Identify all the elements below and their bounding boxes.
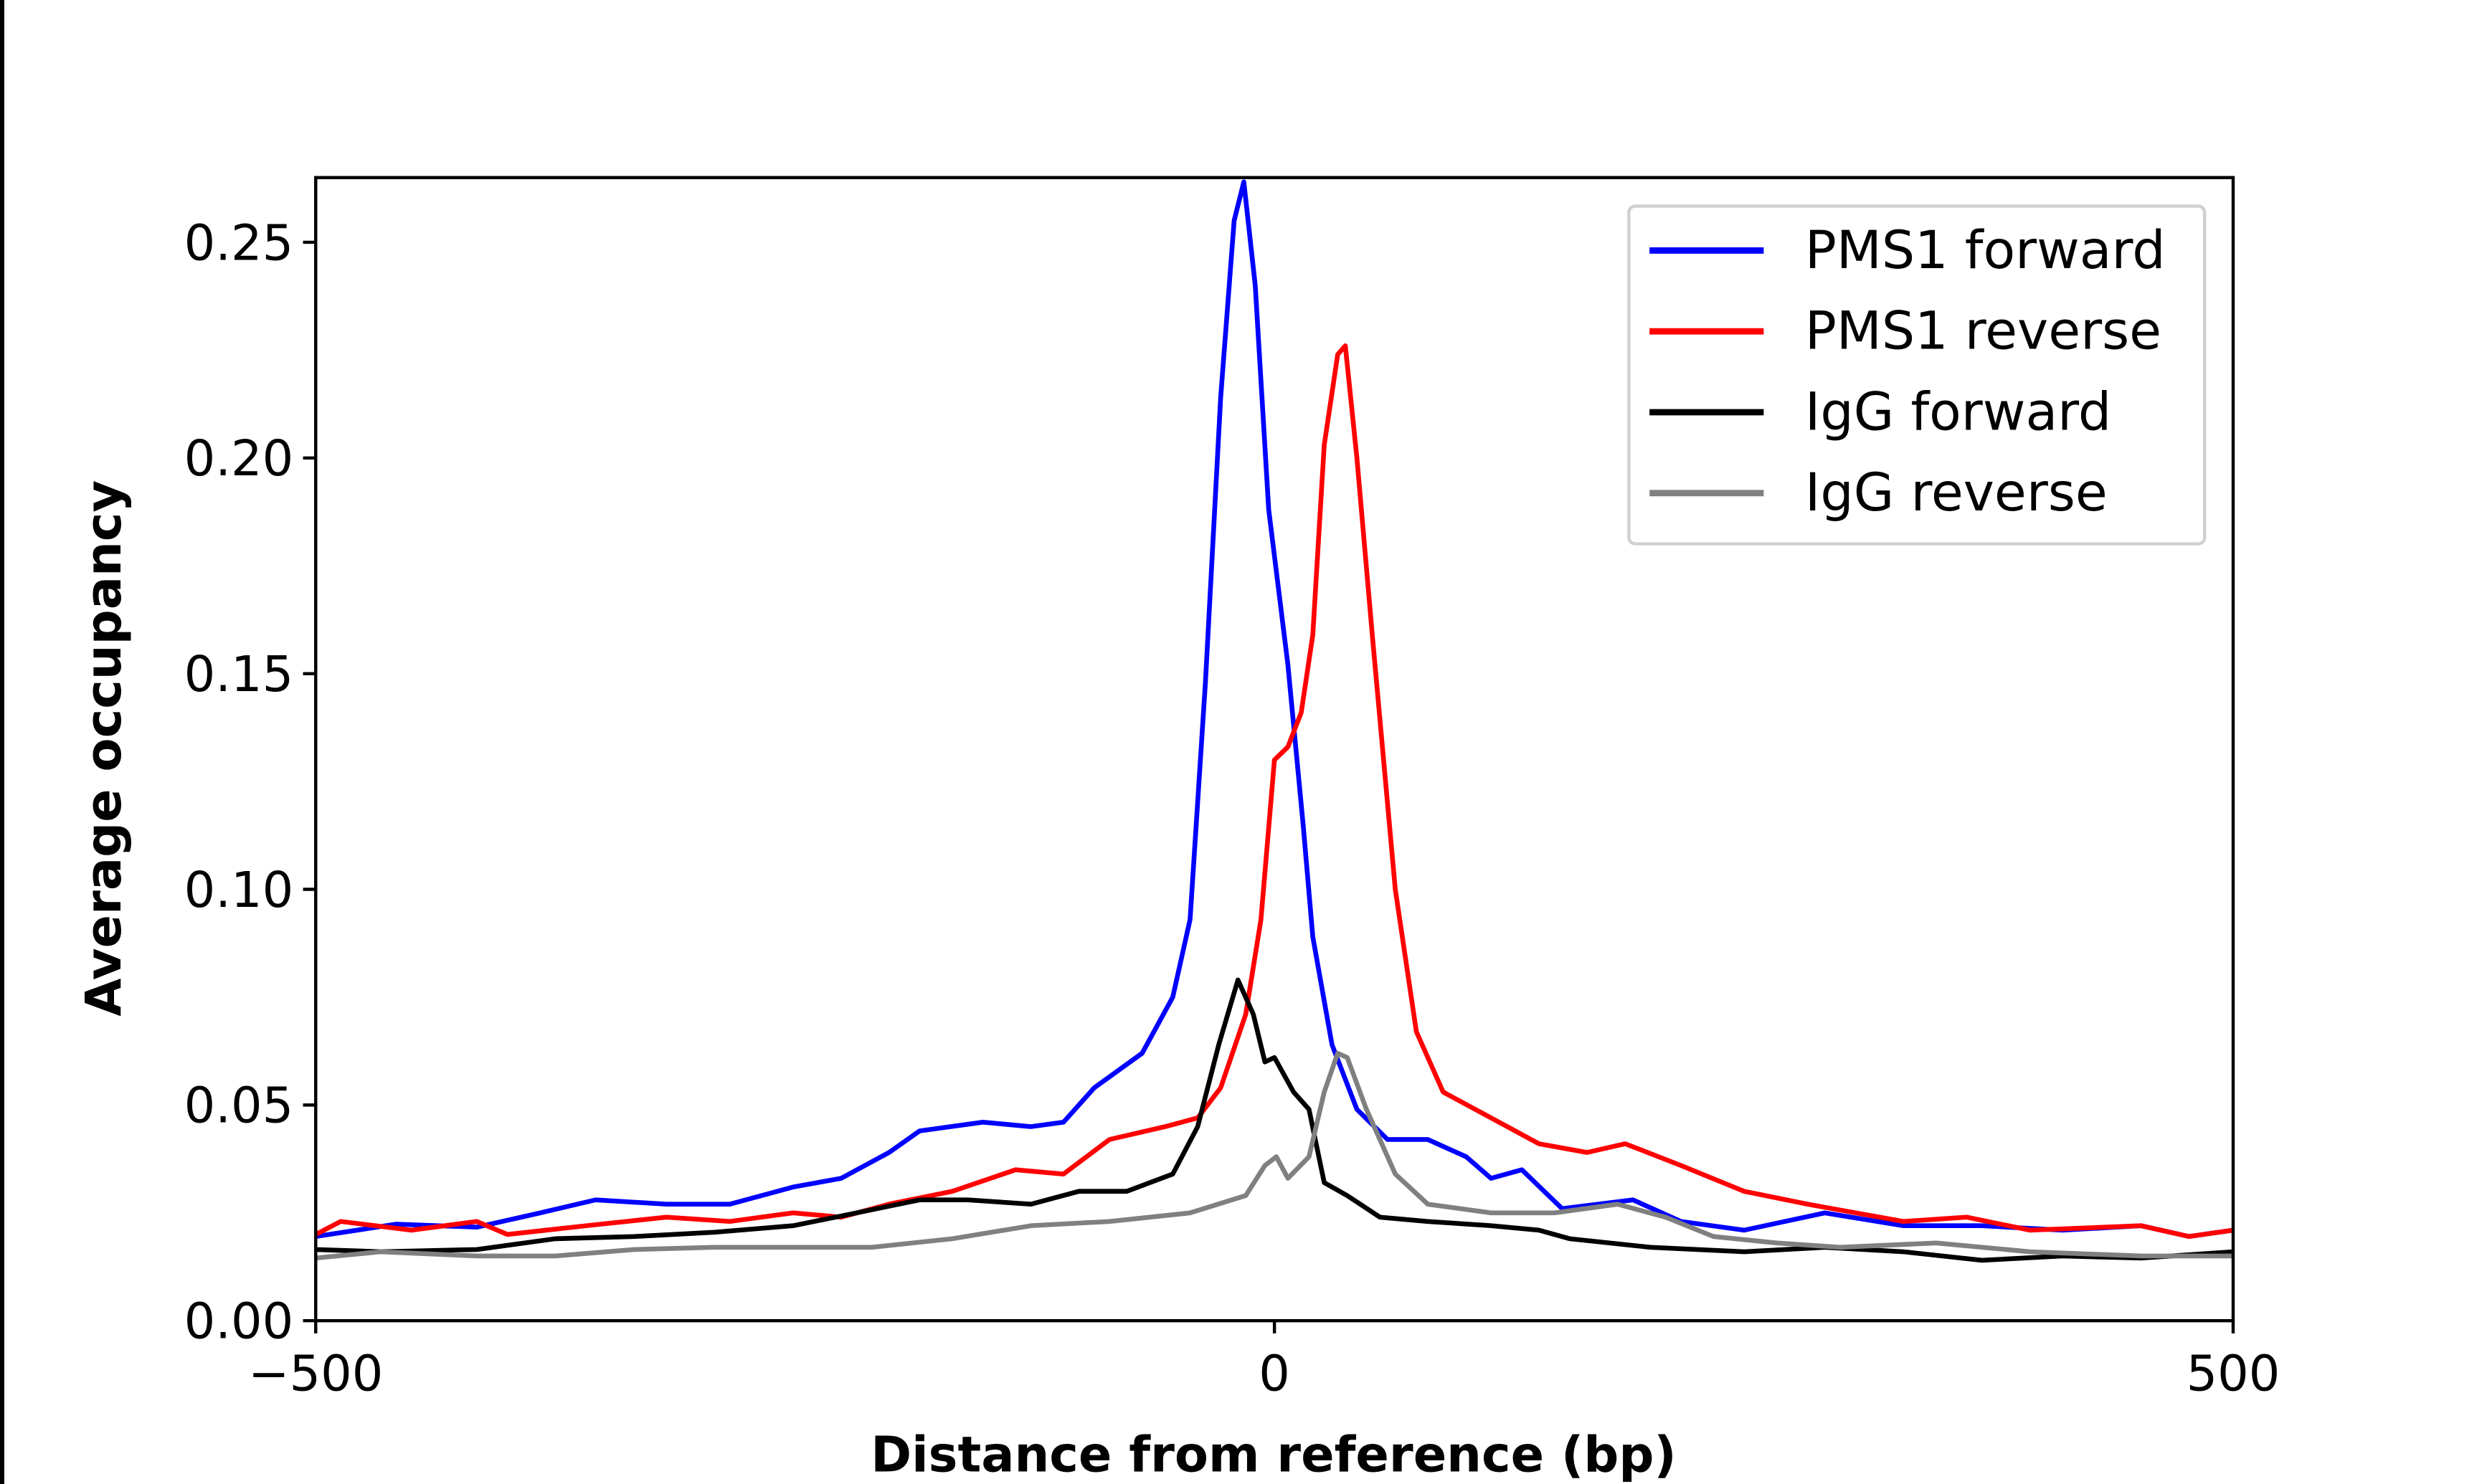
series-line-igg-forward: [316, 977, 2234, 1263]
legend-box: [1627, 204, 2207, 546]
x-axis-label: Distance from reference (bp): [871, 1426, 1677, 1483]
y-tick-label: 0.20: [184, 430, 294, 487]
x-tick-label: −500: [248, 1346, 383, 1403]
series-line-pms1-reverse: [314, 343, 2234, 1240]
y-tick-label: 0.10: [184, 862, 294, 919]
legend-item: IgG reverse: [1649, 462, 2108, 523]
y-tick-label: 0.15: [184, 646, 294, 703]
legend-label: IgG forward: [1805, 381, 2111, 442]
y-tick-label: 0.05: [184, 1078, 294, 1135]
y-tick-label: 0.25: [184, 214, 294, 272]
x-tick-label: 500: [2187, 1346, 2280, 1403]
ticks-layer: −500 0 500 0.00 0.05 0.10 0.15 0.20 0.25: [184, 214, 2280, 1402]
left-border: [0, 0, 4, 1484]
legend-label: PMS1 forward: [1805, 220, 2166, 281]
series-line-pms1-forward: [315, 179, 2234, 1240]
series-layer: [314, 179, 2234, 1263]
x-tick-label: 0: [1259, 1346, 1290, 1403]
y-tick-label: 0.00: [184, 1293, 294, 1351]
legend: PMS1 forward PMS1 reverse IgG forward IgG r…: [1627, 204, 2207, 546]
legend-item: PMS1 forward: [1649, 220, 2166, 281]
series-line-igg-reverse: [315, 1050, 2234, 1261]
legend-label: IgG reverse: [1805, 462, 2108, 523]
legend-item: PMS1 reverse: [1649, 301, 2161, 362]
legend-label: PMS1 reverse: [1805, 301, 2161, 362]
legend-item: IgG forward: [1649, 381, 2111, 442]
y-axis-label: Average occupancy: [75, 480, 133, 1017]
